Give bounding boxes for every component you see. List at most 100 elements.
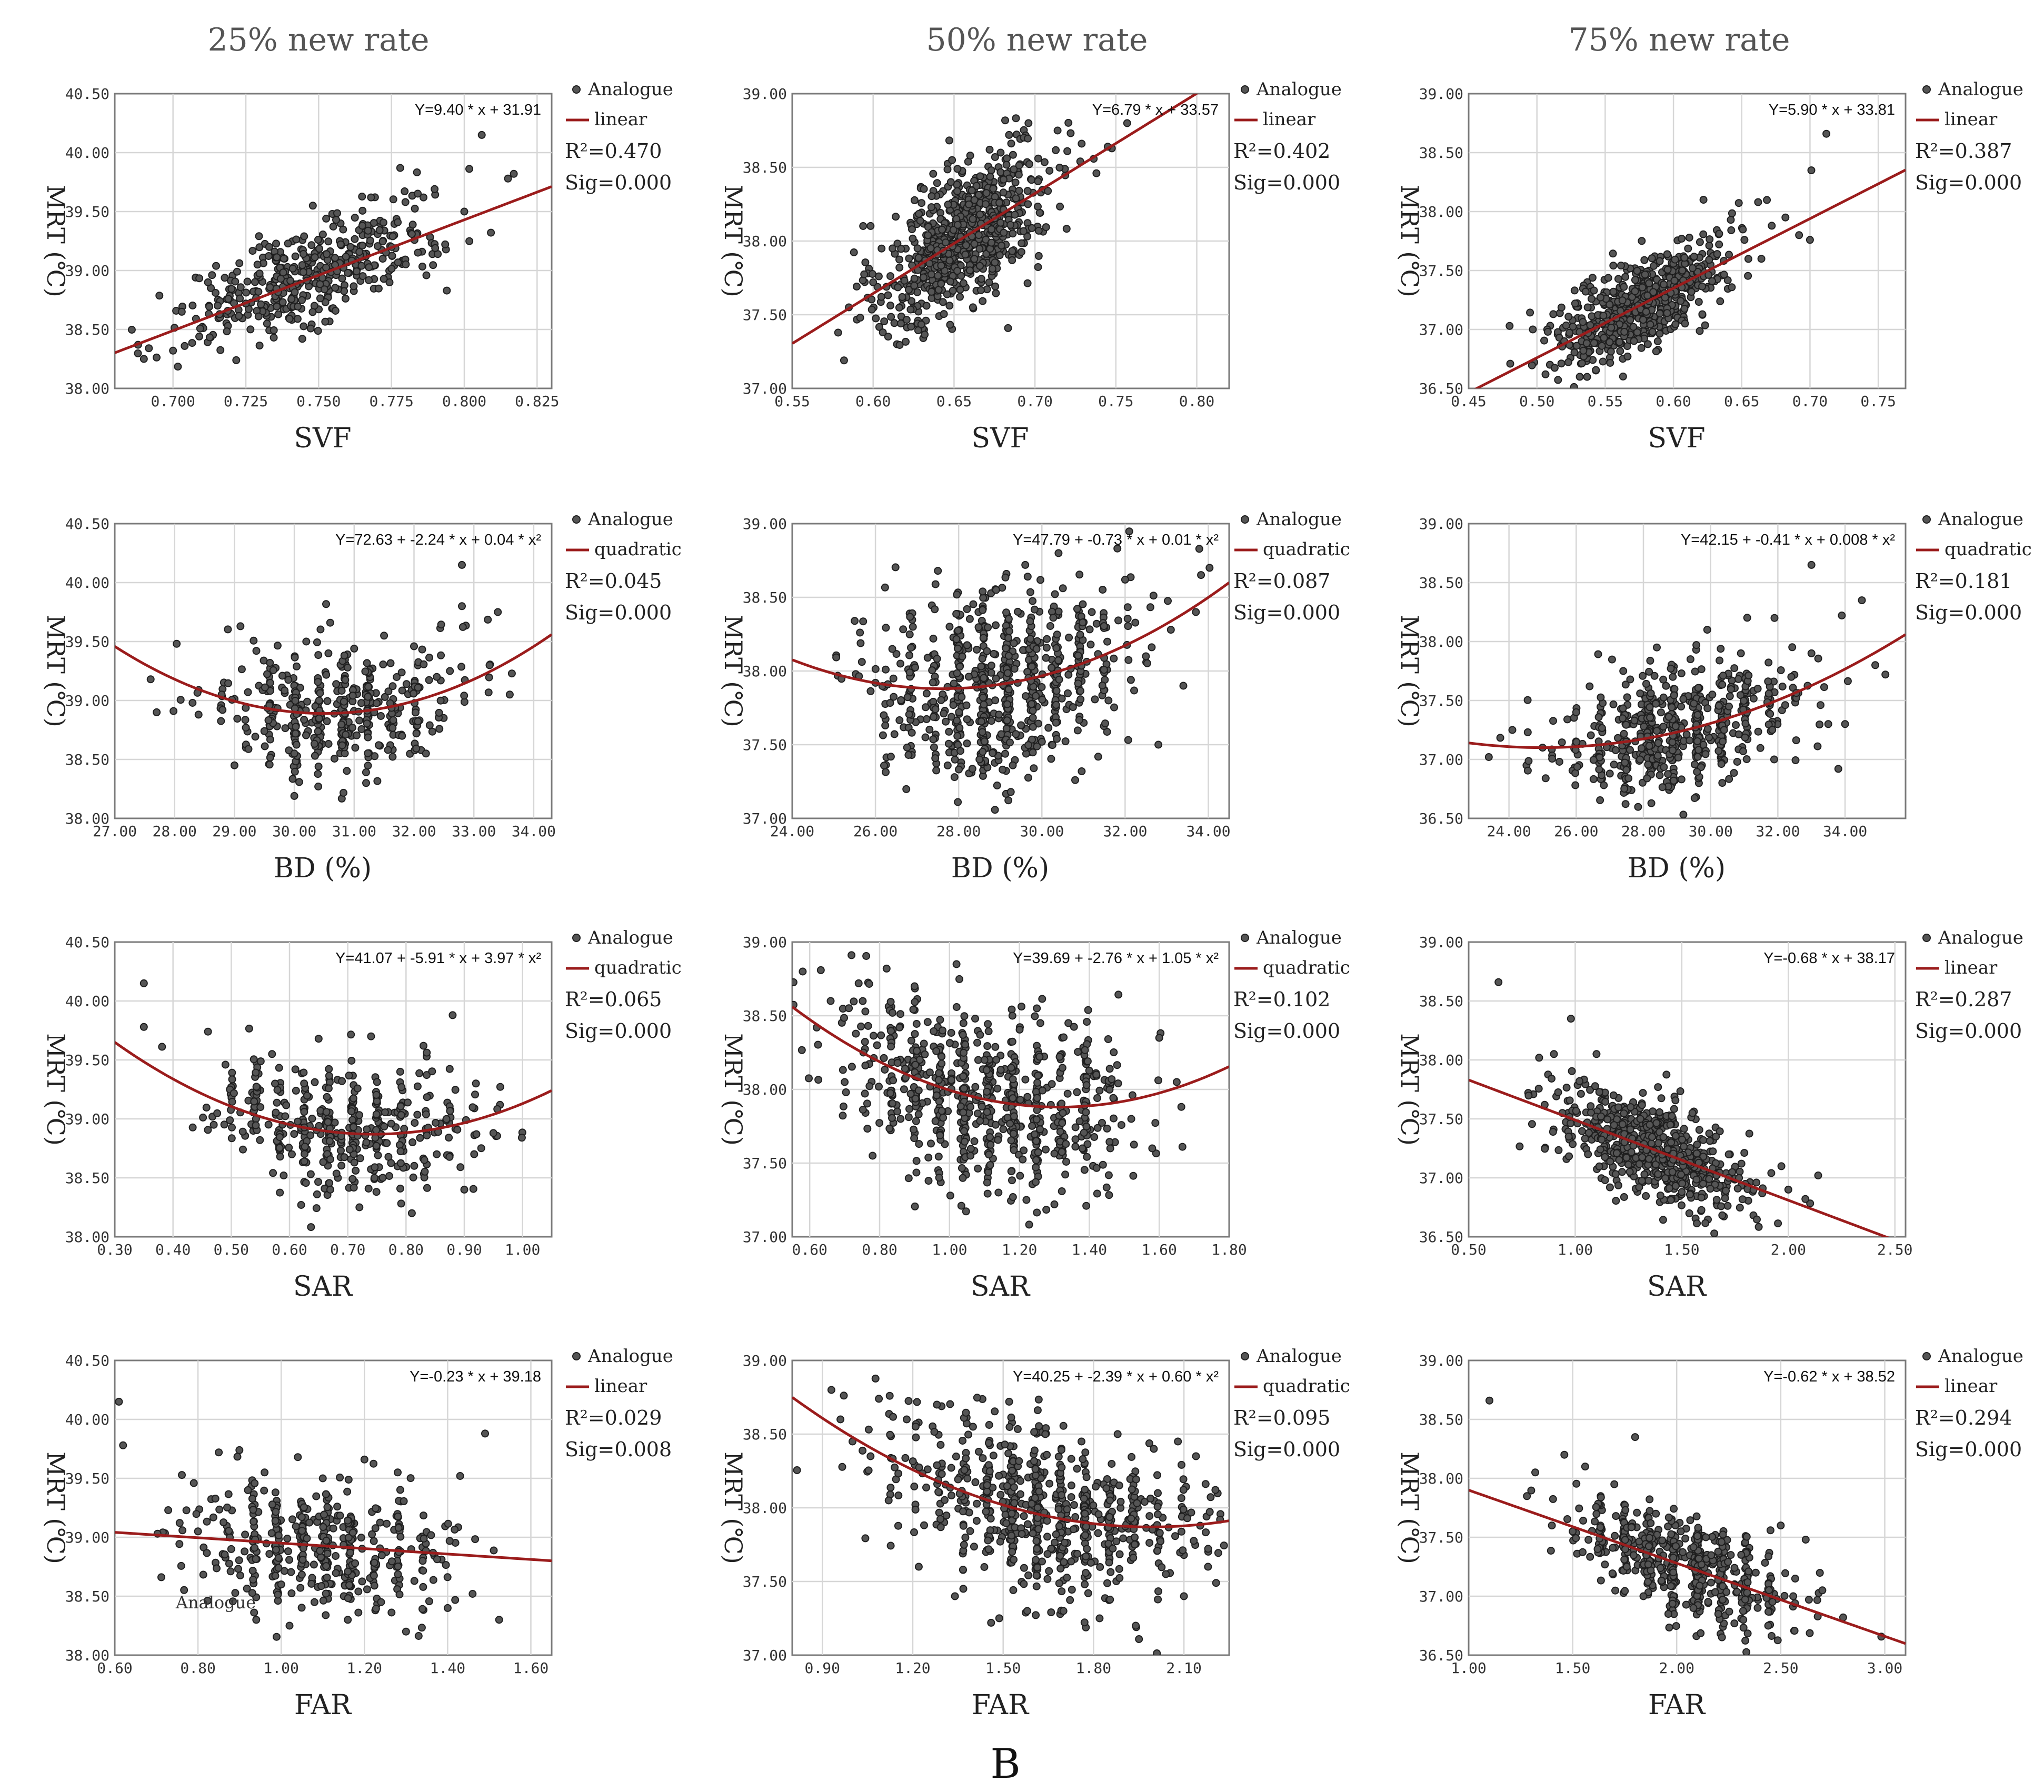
data-point (338, 1077, 346, 1085)
data-point (991, 806, 999, 814)
data-point (265, 760, 274, 769)
data-point (313, 638, 321, 646)
data-point (1044, 187, 1052, 195)
data-point (1741, 719, 1750, 728)
data-point (378, 255, 387, 263)
legend-label-points: Analogue (1256, 79, 1342, 100)
data-point (1080, 1166, 1089, 1174)
data-point (1152, 1149, 1160, 1158)
data-point (1024, 741, 1033, 749)
data-point (1653, 752, 1662, 760)
data-point (984, 1027, 993, 1035)
data-point (955, 975, 963, 983)
legend-marker (1241, 85, 1249, 94)
data-point (321, 317, 330, 326)
data-point (1052, 718, 1060, 727)
data-point (423, 1048, 431, 1057)
data-point (388, 724, 397, 732)
data-point (387, 265, 396, 273)
y-tick-label: 38.50 (65, 751, 109, 768)
data-point (314, 783, 323, 790)
data-point (1696, 327, 1704, 335)
data-point (1630, 337, 1638, 345)
x-tick-label: 0.60 (855, 393, 891, 410)
data-point (1725, 702, 1733, 710)
data-point (1679, 695, 1688, 703)
data-point (412, 729, 421, 738)
data-point (263, 319, 271, 328)
data-point (1678, 235, 1686, 243)
data-point (937, 262, 945, 270)
data-point (235, 259, 244, 267)
data-point (1599, 312, 1608, 320)
data-point (307, 1223, 315, 1232)
data-point (1720, 271, 1728, 279)
y-tick-label: 39.00 (743, 934, 787, 951)
data-point (380, 632, 388, 640)
data-point (246, 325, 255, 334)
data-point (939, 298, 947, 306)
legend-label-fit: quadratic (1945, 539, 2032, 560)
data-point (216, 346, 225, 354)
data-point (1130, 1140, 1138, 1149)
data-point (922, 302, 931, 310)
data-point (1023, 232, 1032, 241)
data-point (1631, 276, 1639, 284)
data-point (949, 701, 958, 709)
data-point (276, 275, 285, 283)
data-point (256, 1136, 264, 1144)
data-point (353, 731, 361, 739)
data-point (899, 625, 908, 634)
data-point (1677, 297, 1685, 305)
data-point (952, 610, 961, 618)
data-point (341, 294, 350, 303)
data-point (347, 1030, 355, 1039)
data-point (214, 302, 222, 310)
data-point (1058, 1187, 1066, 1195)
data-point (1025, 160, 1033, 168)
y-tick-label: 38.50 (743, 1007, 787, 1025)
data-point (910, 274, 919, 283)
data-point (896, 1010, 904, 1018)
data-point (1607, 324, 1616, 332)
data-point (254, 312, 263, 321)
panel-svf-col3: 0.45 0.50 0.55 0.60 0.65 0.70 0.7536.5037.0037… (1395, 79, 2023, 454)
data-point (1647, 799, 1656, 807)
data-point (977, 717, 985, 726)
data-point (1643, 340, 1652, 348)
y-tick-label: 38.50 (743, 159, 787, 176)
x-tick-label: 1.40 (1072, 1241, 1107, 1258)
data-point (139, 979, 148, 987)
data-point (990, 649, 998, 658)
data-point (396, 164, 404, 172)
data-point (989, 749, 996, 757)
data-point (255, 342, 264, 350)
data-point (1164, 597, 1172, 605)
data-point (1725, 251, 1733, 259)
data-point (971, 1015, 979, 1023)
data-point (943, 761, 952, 769)
r-squared: R²=0.087 (1233, 569, 1330, 593)
data-point (931, 605, 939, 614)
data-point (373, 777, 382, 785)
data-point (834, 328, 842, 337)
data-point (1564, 358, 1572, 366)
data-point (255, 269, 264, 278)
data-point (362, 1138, 371, 1147)
data-point (1025, 1220, 1033, 1229)
data-point (1716, 297, 1724, 305)
data-point (1109, 1094, 1118, 1102)
data-point (273, 302, 281, 311)
data-point (1032, 1178, 1040, 1186)
panel-sar-col2: 0.60 0.80 1.00 1.20 1.40 1.60 1.8037.0037.5038… (719, 927, 1350, 1303)
data-point (1083, 1153, 1091, 1161)
data-point (1674, 754, 1682, 762)
data-point (373, 242, 382, 251)
data-point (840, 356, 848, 365)
data-point (979, 693, 987, 702)
data-point (388, 753, 397, 761)
data-point (296, 684, 304, 692)
data-point (1555, 758, 1563, 766)
data-point (950, 773, 959, 782)
data-point (978, 655, 986, 663)
